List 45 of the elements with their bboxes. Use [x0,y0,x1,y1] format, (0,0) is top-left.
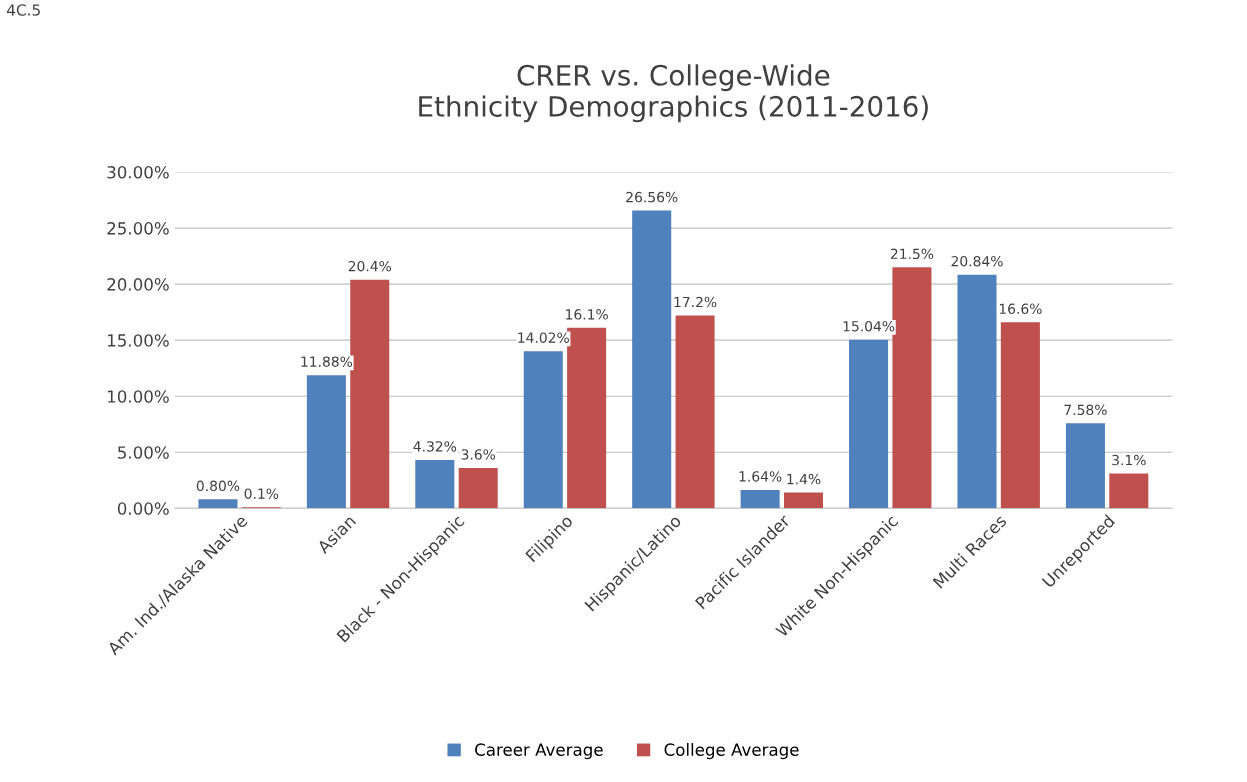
bar [849,339,889,509]
bar [1065,423,1105,509]
data-label: 1.64% [739,471,782,482]
data-label: 7.58% [1064,404,1107,416]
y-tick-label: 15.00% [108,334,169,347]
data-label: 26.56% [626,191,678,203]
data-label: 0.1% [244,488,279,499]
y-tick-label: 5.00% [118,446,169,459]
y-tick-label: 30.00% [107,166,169,179]
y-tick-label: 25.00% [107,222,169,235]
data-label: 20.4% [348,260,392,272]
data-label: 14.02% [518,332,569,343]
data-label: 16.6% [999,303,1042,314]
bar [198,499,238,509]
data-label: 0.80% [196,480,240,492]
chart-title: CRER vs. College-Wide Ethnicity Demographics (2011-2016) [419,64,928,123]
bar [740,489,780,509]
bar [1000,322,1040,509]
bar [675,315,715,509]
data-label: 16.1% [566,309,608,320]
bar [523,351,563,509]
data-label: 21.5% [890,248,934,260]
bar [783,492,824,509]
data-label: 3.1% [1112,454,1146,466]
bar [632,210,672,509]
bar [415,459,455,509]
bar [567,327,607,509]
bar [350,279,390,509]
data-label: 1.4% [787,473,821,485]
data-label: 4.32% [413,441,457,452]
data-label: 11.88% [301,356,353,367]
y-tick-label: 20.00% [107,278,169,291]
legend-label: Career Average [475,743,603,760]
bar [957,274,997,509]
data-label: 15.04% [843,320,895,332]
legend-label: College Average [664,743,799,760]
data-label: 17.2% [674,296,717,308]
bar [1109,473,1149,509]
bar [306,375,346,509]
bar [458,467,498,509]
data-label: 20.84% [951,255,1003,267]
y-tick-label: 0.00% [117,502,169,515]
y-tick-label: 10.00% [108,390,169,403]
text: 4C.5 [6,4,40,16]
data-label: 3.6% [461,449,496,460]
